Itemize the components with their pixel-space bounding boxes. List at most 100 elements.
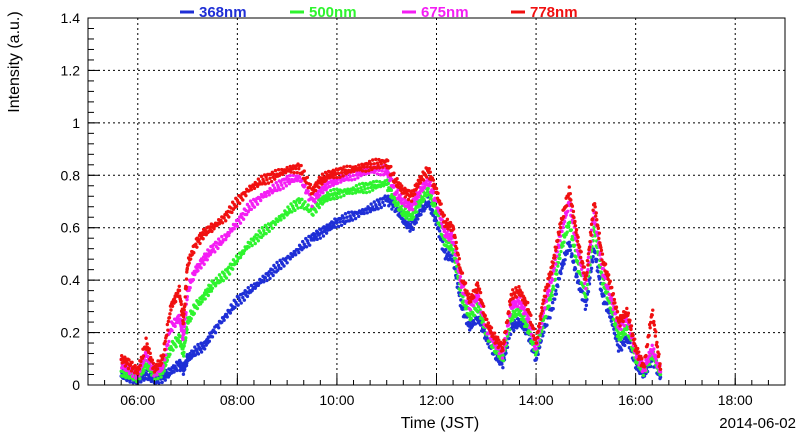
data-point: [658, 370, 663, 374]
data-point: [232, 227, 236, 231]
data-point: [241, 251, 246, 256]
data-point: [331, 172, 335, 177]
data-point: [202, 262, 206, 266]
data-point: [541, 334, 545, 338]
data-point: [273, 168, 278, 173]
data-point: [563, 258, 567, 262]
data-point: [595, 218, 599, 222]
data-point: [380, 169, 384, 173]
data-point: [626, 311, 631, 315]
data-point: [653, 334, 658, 338]
data-point: [572, 215, 576, 220]
data-point: [543, 288, 547, 293]
data-point: [514, 295, 519, 299]
data-point: [374, 157, 378, 162]
data-point: [469, 316, 473, 321]
data-point: [421, 178, 426, 182]
axis-ticks: [87, 17, 786, 386]
data-point: [625, 306, 629, 311]
data-point: [308, 243, 312, 247]
data-point: [196, 269, 200, 273]
data-point: [417, 195, 421, 199]
data-point: [248, 199, 253, 203]
data-point: [557, 253, 562, 257]
data-point: [177, 284, 181, 288]
data-point: [375, 172, 380, 176]
data-point: [294, 200, 298, 205]
data-point: [290, 210, 294, 214]
data-point: [350, 191, 355, 196]
legend-label: 675nm: [421, 4, 469, 21]
data-point: [160, 371, 165, 375]
x-tick-label: 18:00: [718, 392, 753, 408]
data-point: [599, 288, 604, 293]
data-point: [586, 290, 591, 294]
data-point: [199, 350, 204, 354]
data-point: [574, 255, 578, 259]
data-point: [570, 234, 575, 239]
data-point: [657, 364, 662, 369]
data-point: [217, 273, 222, 277]
data-point: [333, 225, 338, 229]
data-point: [385, 178, 389, 182]
data-point: [305, 175, 310, 180]
data-point: [497, 338, 501, 342]
data-point: [566, 209, 570, 214]
data-point: [244, 193, 248, 198]
data-point: [534, 346, 538, 351]
data-point: [538, 333, 542, 337]
data-point: [371, 180, 376, 184]
data-point: [142, 368, 146, 372]
data-series: [119, 157, 663, 385]
data-point: [367, 190, 372, 194]
data-point: [500, 356, 505, 360]
data-point: [222, 216, 226, 220]
data-point: [218, 280, 222, 284]
data-point: [386, 181, 390, 186]
data-point: [188, 286, 192, 290]
x-tick-label: 10:00: [319, 392, 354, 408]
data-point: [532, 327, 536, 331]
data-point: [170, 329, 174, 333]
data-point: [166, 319, 171, 324]
data-point: [138, 376, 142, 381]
data-point: [605, 302, 609, 306]
data-point: [610, 285, 614, 290]
data-point: [318, 193, 322, 197]
data-point: [442, 213, 446, 217]
data-point: [460, 271, 465, 275]
data-point: [557, 230, 562, 234]
data-point: [252, 205, 257, 209]
data-point: [652, 319, 656, 324]
data-point: [163, 339, 167, 344]
data-point: [549, 280, 553, 285]
data-point: [241, 295, 245, 300]
data-point: [548, 297, 553, 302]
data-point: [492, 331, 497, 335]
data-point: [168, 312, 172, 316]
data-point: [282, 216, 286, 220]
data-point: [183, 295, 187, 299]
data-point: [578, 255, 583, 260]
data-point: [583, 281, 587, 286]
data-point: [136, 372, 140, 376]
data-point: [552, 287, 556, 291]
data-point: [587, 245, 592, 249]
data-point: [585, 282, 590, 287]
data-point: [606, 273, 611, 277]
data-point: [547, 289, 552, 293]
data-point: [274, 180, 278, 185]
data-point: [165, 322, 170, 327]
data-point: [577, 245, 582, 249]
data-point: [486, 321, 491, 325]
data-point: [613, 301, 617, 305]
data-point: [632, 337, 637, 341]
data-point: [569, 198, 573, 202]
data-point: [472, 295, 476, 299]
data-point: [424, 175, 429, 179]
data-point: [288, 257, 292, 261]
data-point: [567, 185, 571, 189]
y-axis-title: Intensity (a.u.): [6, 11, 23, 112]
data-point: [230, 262, 234, 267]
data-point: [272, 172, 276, 177]
